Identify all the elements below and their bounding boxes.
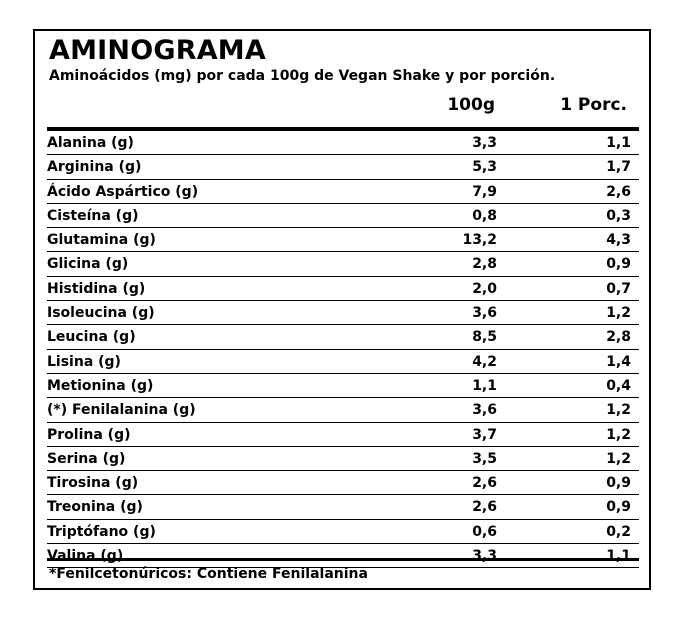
column-header-serving: 1 Porc. <box>560 95 627 115</box>
table-row: Lisina (g) 4,2 1,4 <box>47 350 639 374</box>
amino-acid-table: Alanina (g) 3,3 1,1 Arginina (g) 5,3 1,7 Ácido… <box>47 131 639 569</box>
amino-acid-name: Cisteína (g) <box>47 207 139 224</box>
value-per-serving: 0,9 <box>606 499 631 516</box>
label-subtitle: Aminoácidos (mg) por cada 100g de Vegan … <box>49 68 556 84</box>
amino-acid-name: Serina (g) <box>47 450 126 467</box>
amino-acid-name: Metionina (g) <box>47 377 154 394</box>
table-row: Leucina (g) 8,5 2,8 <box>47 325 639 350</box>
table-row: (*) Fenilalanina (g) 3,6 1,2 <box>47 398 639 423</box>
amino-acid-name: (*) Fenilalanina (g) <box>47 402 196 419</box>
value-per-100g: 2,8 <box>472 256 497 273</box>
value-per-100g: 4,2 <box>472 353 497 370</box>
table-row: Metionina (g) 1,1 0,4 <box>47 374 639 399</box>
value-per-serving: 1,1 <box>606 548 631 565</box>
table-row: Serina (g) 3,5 1,2 <box>47 447 639 472</box>
amino-acid-name: Leucina (g) <box>47 329 136 346</box>
value-per-serving: 0,7 <box>606 280 631 297</box>
value-per-100g: 1,1 <box>472 377 497 394</box>
table-row: Isoleucina (g) 3,6 1,2 <box>47 301 639 326</box>
value-per-serving: 0,9 <box>606 475 631 492</box>
amino-acid-name: Ácido Aspártico (g) <box>47 183 199 200</box>
table-row: Ácido Aspártico (g) 7,9 2,6 <box>47 180 639 204</box>
amino-acid-name: Isoleucina (g) <box>47 305 155 322</box>
table-row: Arginina (g) 5,3 1,7 <box>47 155 639 180</box>
table-row: Glutamina (g) 13,2 4,3 <box>47 228 639 253</box>
value-per-100g: 3,3 <box>472 135 497 151</box>
value-per-serving: 1,2 <box>606 426 631 443</box>
table-row: Glicina (g) 2,8 0,9 <box>47 252 639 277</box>
amino-acid-name: Triptófano (g) <box>47 523 156 540</box>
table-row: Cisteína (g) 0,8 0,3 <box>47 204 639 229</box>
footnote: *Fenilcetonúricos: Contiene Fenilalanina <box>49 566 368 582</box>
value-per-serving: 4,3 <box>606 232 631 249</box>
amino-acid-name: Histidina (g) <box>47 280 146 297</box>
value-per-100g: 5,3 <box>472 159 497 176</box>
table-row: Tirosina (g) 2,6 0,9 <box>47 471 639 496</box>
amino-acid-name: Treonina (g) <box>47 499 143 516</box>
amino-acid-name: Lisina (g) <box>47 353 121 370</box>
value-per-serving: 2,8 <box>606 329 631 346</box>
value-per-serving: 1,2 <box>606 305 631 322</box>
value-per-100g: 0,8 <box>472 207 497 224</box>
value-per-serving: 2,6 <box>606 183 631 200</box>
value-per-100g: 0,6 <box>472 523 497 540</box>
value-per-serving: 1,4 <box>606 353 631 370</box>
value-per-serving: 0,9 <box>606 256 631 273</box>
column-header-100g: 100g <box>447 95 495 115</box>
value-per-serving: 0,4 <box>606 377 631 394</box>
aminogram-label: AMINOGRAMA Aminoácidos (mg) por cada 100… <box>33 29 651 590</box>
value-per-100g: 3,7 <box>472 426 497 443</box>
table-row: Triptófano (g) 0,6 0,2 <box>47 520 639 545</box>
value-per-100g: 3,5 <box>472 450 497 467</box>
table-row: Prolina (g) 3,7 1,2 <box>47 423 639 447</box>
label-title: AMINOGRAMA <box>49 35 266 66</box>
value-per-serving: 0,3 <box>606 207 631 224</box>
footer-divider <box>47 558 639 561</box>
amino-acid-name: Prolina (g) <box>47 426 131 443</box>
value-per-serving: 1,7 <box>606 159 631 176</box>
value-per-serving: 1,2 <box>606 450 631 467</box>
table-row: Alanina (g) 3,3 1,1 <box>47 131 639 156</box>
value-per-serving: 1,1 <box>606 135 631 151</box>
value-per-serving: 0,2 <box>606 523 631 540</box>
amino-acid-name: Tirosina (g) <box>47 475 139 492</box>
table-row: Histidina (g) 2,0 0,7 <box>47 277 639 302</box>
table-row: Treonina (g) 2,6 0,9 <box>47 495 639 520</box>
value-per-serving: 1,2 <box>606 402 631 419</box>
amino-acid-name: Arginina (g) <box>47 159 142 176</box>
value-per-100g: 8,5 <box>472 329 497 346</box>
value-per-100g: 3,6 <box>472 305 497 322</box>
value-per-100g: 2,6 <box>472 475 497 492</box>
value-per-100g: 7,9 <box>472 183 497 200</box>
amino-acid-name: Alanina (g) <box>47 135 134 151</box>
value-per-100g: 3,6 <box>472 402 497 419</box>
header-divider <box>47 127 639 131</box>
value-per-100g: 2,0 <box>472 280 497 297</box>
value-per-100g: 2,6 <box>472 499 497 516</box>
amino-acid-name: Glicina (g) <box>47 256 129 273</box>
amino-acid-name: Glutamina (g) <box>47 232 156 249</box>
value-per-100g: 13,2 <box>462 232 497 249</box>
value-per-100g: 3,3 <box>472 548 497 565</box>
